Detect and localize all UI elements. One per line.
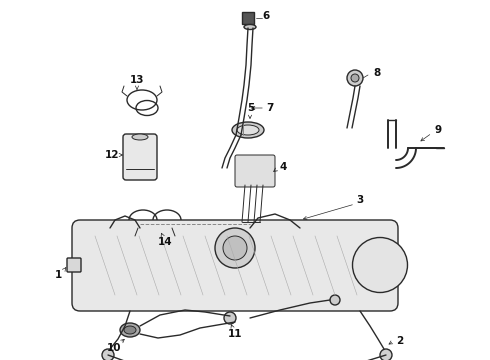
Text: 11: 11 [228, 329, 242, 339]
Text: 12: 12 [105, 150, 119, 160]
Circle shape [215, 228, 255, 268]
Text: 4: 4 [279, 162, 287, 172]
Ellipse shape [352, 238, 408, 292]
FancyBboxPatch shape [235, 155, 275, 187]
Circle shape [351, 74, 359, 82]
Circle shape [223, 236, 247, 260]
Circle shape [330, 295, 340, 305]
Text: 10: 10 [107, 343, 121, 353]
Text: 5: 5 [247, 103, 255, 113]
Circle shape [380, 349, 392, 360]
Text: 9: 9 [435, 125, 441, 135]
FancyBboxPatch shape [123, 134, 157, 180]
Text: 2: 2 [396, 336, 404, 346]
Text: 7: 7 [266, 103, 274, 113]
Ellipse shape [132, 134, 148, 140]
Text: 13: 13 [130, 75, 144, 85]
Circle shape [347, 70, 363, 86]
FancyBboxPatch shape [67, 258, 81, 272]
Text: 1: 1 [54, 270, 62, 280]
Text: 8: 8 [373, 68, 381, 78]
FancyBboxPatch shape [242, 12, 254, 24]
Text: 14: 14 [158, 237, 172, 247]
Circle shape [224, 312, 236, 324]
Ellipse shape [232, 122, 264, 138]
FancyBboxPatch shape [72, 220, 398, 311]
Text: 6: 6 [262, 11, 270, 21]
Ellipse shape [120, 323, 140, 337]
Circle shape [102, 349, 114, 360]
Ellipse shape [124, 326, 136, 334]
Ellipse shape [237, 125, 259, 135]
Text: 3: 3 [356, 195, 364, 205]
Ellipse shape [244, 24, 256, 30]
